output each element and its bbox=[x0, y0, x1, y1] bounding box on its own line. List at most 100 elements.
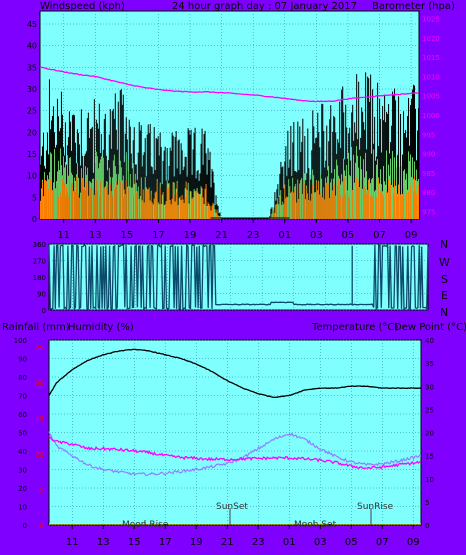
moonrise-label: Moon Rise bbox=[122, 520, 169, 530]
x-tick-label-top: 15 bbox=[120, 230, 133, 241]
x-tick-label-top: 11 bbox=[57, 230, 70, 241]
x-tick-label-bottom: 07 bbox=[376, 537, 389, 548]
rainfall-y-tick-label: 25 bbox=[35, 344, 44, 352]
compass-n-bottom: N bbox=[440, 306, 448, 319]
rainfall-y-tick-label: 0 bbox=[40, 522, 44, 530]
wind-y-tick-label: 30 bbox=[27, 85, 37, 94]
baro-y-tick-label: 985 bbox=[422, 170, 435, 178]
humidity-y-tick-label: 30 bbox=[18, 467, 27, 475]
wind-bars-series bbox=[39, 66, 420, 219]
wind-axis-title: Windspeed (kph) bbox=[40, 1, 125, 12]
dir-y-tick-label: 180 bbox=[33, 274, 46, 282]
humidity-line bbox=[48, 348, 421, 399]
temp-humidity-grid bbox=[49, 339, 421, 529]
x-tick-label-top: 09 bbox=[405, 230, 418, 241]
humidity-y-tick-label: 60 bbox=[18, 411, 27, 419]
x-tick-label-bottom: 01 bbox=[283, 537, 296, 548]
axis-labels: 0510152025303540459759809859909951000100… bbox=[14, 16, 440, 548]
x-tick-label-top: 21 bbox=[215, 230, 228, 241]
humidity-y-tick-label: 20 bbox=[18, 485, 27, 493]
temp-y-tick-label: 20 bbox=[425, 430, 434, 438]
x-tick-label-top: 07 bbox=[373, 230, 386, 241]
humidity-y-tick-label: 100 bbox=[14, 337, 27, 345]
chart-title: 24 hour graph day : 07 January 2017 bbox=[172, 1, 357, 12]
rainfall-y-tick-label: 15 bbox=[35, 415, 44, 423]
wind-direction-series bbox=[48, 243, 429, 311]
dir-y-tick-label: 360 bbox=[33, 241, 46, 249]
x-tick-label-bottom: 19 bbox=[190, 537, 203, 548]
x-tick-label-top: 03 bbox=[310, 230, 323, 241]
x-tick-label-bottom: 23 bbox=[252, 537, 265, 548]
baro-y-tick-label: 1000 bbox=[422, 112, 440, 120]
humidity-axis-title: Humidity (%) bbox=[68, 322, 134, 333]
sunrise-label: SunRise bbox=[357, 502, 394, 512]
baro-y-tick-label: 995 bbox=[422, 131, 435, 139]
temp-y-tick-label: 5 bbox=[425, 499, 429, 507]
temp-y-tick-label: 30 bbox=[425, 383, 434, 391]
wind-y-tick-label: 0 bbox=[32, 215, 37, 224]
temperature-axis-title: Temperature (°C) bbox=[311, 322, 398, 333]
x-tick-label-bottom: 15 bbox=[128, 537, 141, 548]
baro-y-tick-label: 1010 bbox=[422, 73, 440, 81]
compass-w: W bbox=[439, 256, 450, 269]
humidity-y-tick-label: 10 bbox=[18, 504, 27, 512]
x-tick-label-top: 13 bbox=[89, 230, 102, 241]
dewpoint-axis-title: Dew Point (°C) bbox=[394, 322, 466, 333]
x-tick-label-top: 23 bbox=[247, 230, 260, 241]
humidity-y-tick-label: 90 bbox=[18, 356, 27, 364]
x-tick-label-bottom: 11 bbox=[66, 537, 79, 548]
x-tick-label-bottom: 05 bbox=[345, 537, 358, 548]
baro-y-tick-label: 1025 bbox=[422, 16, 440, 24]
x-tick-label-bottom: 21 bbox=[221, 537, 234, 548]
wind-y-tick-label: 10 bbox=[27, 172, 37, 181]
rainfall-axis-title: Rainfall (mm) bbox=[2, 322, 70, 333]
baro-y-tick-label: 980 bbox=[422, 189, 435, 197]
sunset-label: SunSet bbox=[216, 502, 248, 512]
x-tick-label-bottom: 09 bbox=[407, 537, 420, 548]
baro-y-tick-label: 975 bbox=[422, 208, 435, 216]
temp-y-tick-label: 10 bbox=[425, 476, 434, 484]
x-tick-label-top: 01 bbox=[278, 230, 291, 241]
x-tick-label-top: 17 bbox=[152, 230, 165, 241]
dir-y-tick-label: 270 bbox=[33, 258, 46, 266]
rainfall-y-tick-label: 20 bbox=[35, 380, 44, 388]
temp-y-tick-label: 0 bbox=[425, 522, 429, 530]
wind-y-tick-label: 45 bbox=[27, 20, 37, 29]
wind-y-tick-label: 25 bbox=[27, 107, 37, 116]
baro-y-tick-label: 1005 bbox=[422, 93, 440, 101]
baro-y-tick-label: 1020 bbox=[422, 35, 440, 43]
x-tick-label-bottom: 13 bbox=[97, 537, 110, 548]
wind-y-tick-label: 40 bbox=[27, 42, 37, 51]
compass-n-top: N bbox=[440, 238, 448, 251]
dir-y-tick-label: 90 bbox=[37, 291, 46, 299]
temp-y-tick-label: 35 bbox=[425, 360, 434, 368]
x-tick-label-bottom: 17 bbox=[159, 537, 172, 548]
x-tick-label-top: 05 bbox=[342, 230, 355, 241]
rainfall-y-tick-label: 5 bbox=[40, 486, 44, 494]
humidity-y-tick-label: 0 bbox=[23, 522, 27, 530]
wind-y-tick-label: 35 bbox=[27, 63, 37, 72]
humidity-y-tick-label: 80 bbox=[18, 374, 27, 382]
rainfall-y-tick-label: 10 bbox=[35, 451, 44, 459]
x-tick-label-top: 19 bbox=[184, 230, 197, 241]
baro-y-tick-label: 1015 bbox=[422, 54, 440, 62]
baro-y-tick-label: 990 bbox=[422, 151, 435, 159]
barometer-line bbox=[39, 66, 420, 103]
compass-e: E bbox=[441, 289, 448, 302]
temperature-line bbox=[48, 435, 422, 470]
wind-y-tick-label: 20 bbox=[27, 128, 37, 137]
dir-y-tick-label: 0 bbox=[42, 307, 46, 315]
compass-s: S bbox=[441, 273, 448, 286]
wind-y-tick-label: 15 bbox=[27, 150, 37, 159]
humidity-y-tick-label: 40 bbox=[18, 448, 27, 456]
baro-axis-title: Barometer (hpa) bbox=[372, 1, 455, 12]
temp-y-tick-label: 40 bbox=[425, 337, 434, 345]
wind-y-tick-label: 5 bbox=[32, 193, 37, 202]
humidity-y-tick-label: 50 bbox=[18, 430, 27, 438]
temp-y-tick-label: 25 bbox=[425, 406, 434, 414]
temp-y-tick-label: 15 bbox=[425, 453, 434, 461]
moonset-label: Moon Set bbox=[294, 520, 337, 530]
temp-humidity-lines bbox=[48, 348, 422, 477]
